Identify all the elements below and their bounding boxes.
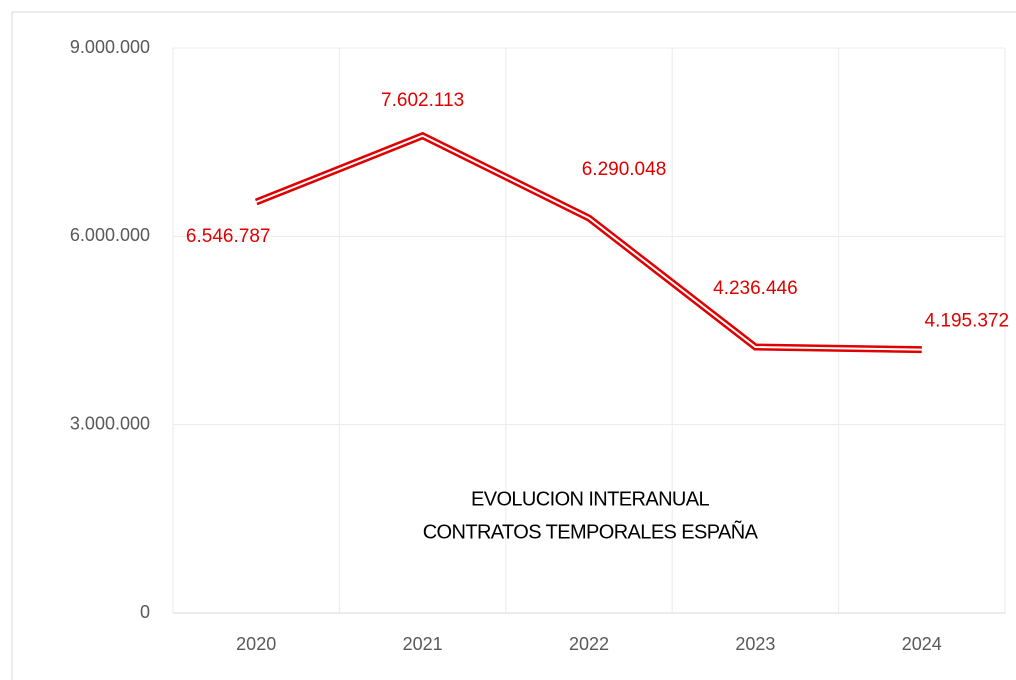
x-tick-label: 2020: [236, 634, 276, 654]
y-tick-label: 6.000.000: [70, 225, 150, 245]
chart-border: [11, 11, 1016, 680]
x-tick-label: 2023: [735, 634, 775, 654]
chart-title: EVOLUCION INTERANUAL: [471, 488, 710, 510]
y-tick-label: 3.000.000: [70, 413, 150, 433]
data-label: 6.290.048: [582, 159, 667, 180]
data-label: 7.602.113: [381, 90, 464, 111]
data-label: 6.546.787: [186, 226, 271, 247]
x-tick-label: 2022: [569, 634, 609, 654]
x-tick-label: 2024: [902, 634, 942, 654]
line-inner: [255, 134, 922, 351]
y-tick-label: 0: [140, 602, 150, 622]
data-label: 4.195.372: [925, 311, 1010, 332]
x-tick-label: 2021: [403, 634, 443, 654]
chart-title: CONTRATOS TEMPORALES ESPAÑA: [423, 519, 759, 543]
data-label: 4.236.446: [713, 278, 798, 299]
y-tick-label: 9.000.000: [70, 37, 150, 57]
